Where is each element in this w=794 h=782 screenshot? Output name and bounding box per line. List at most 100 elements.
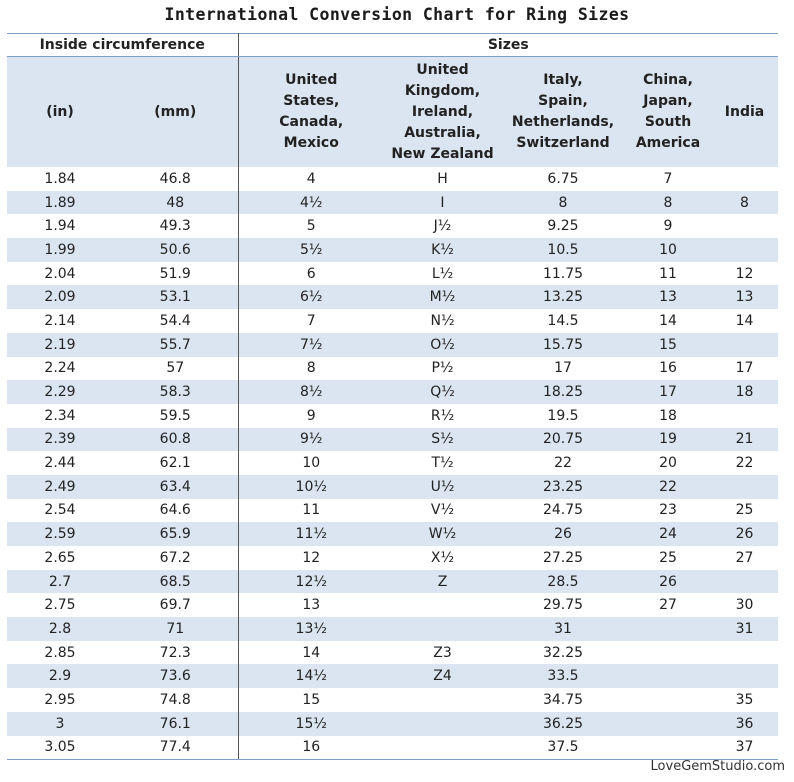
- table-cell: 20: [625, 451, 711, 475]
- table-row: 2.04 51.9 6 L½ 11.75 11 12: [7, 261, 779, 286]
- table-cell: L½: [384, 261, 501, 286]
- table-cell: 2.04: [7, 261, 113, 286]
- table-cell: [384, 593, 501, 618]
- table-cell: 6½: [238, 285, 384, 310]
- table-cell: 50.6: [113, 238, 239, 262]
- table-cell: [711, 403, 779, 428]
- table-cell: 62.1: [113, 451, 239, 475]
- col-header-in: (in): [7, 56, 113, 167]
- table-cell: 10: [238, 451, 384, 475]
- table-cell: 25: [711, 498, 779, 523]
- table-cell: 2.09: [7, 285, 113, 310]
- col-header-china: China, Japan, South America: [625, 56, 711, 167]
- table-cell: 2.8: [7, 617, 113, 641]
- table-row: 2.24 57 8 P½ 17 16 17: [7, 356, 779, 381]
- table-cell: 27: [625, 593, 711, 618]
- table-cell: 13: [238, 593, 384, 618]
- table-cell: 64.6: [113, 498, 239, 523]
- table-row: 2.44 62.1 10 T½ 22 20 22: [7, 451, 779, 475]
- table-body: 1.84 46.8 4 H 6.75 7 1.89 48 4½ I 8 8 8 1.94 49.3 5 J½ 9.…: [7, 167, 779, 760]
- table-row: 2.34 59.5 9 R½ 19.5 18: [7, 403, 779, 428]
- table-cell: 9.25: [501, 214, 625, 239]
- table-row: 1.94 49.3 5 J½ 9.25 9: [7, 214, 779, 239]
- table-cell: 12: [238, 546, 384, 570]
- table-cell: W½: [384, 522, 501, 546]
- table-cell: 2.75: [7, 593, 113, 618]
- table-row: 3.05 77.4 16 37.5 37: [7, 735, 779, 760]
- table-cell: 32.25: [501, 640, 625, 665]
- table-cell: T½: [384, 451, 501, 475]
- table-cell: 23.25: [501, 474, 625, 499]
- table-cell: [625, 688, 711, 712]
- table-cell: 74.8: [113, 688, 239, 712]
- table-cell: 51.9: [113, 261, 239, 286]
- table-cell: [625, 711, 711, 736]
- table-cell: 1.89: [7, 190, 113, 215]
- table-cell: [711, 640, 779, 665]
- table-cell: 10: [625, 238, 711, 262]
- table-cell: 14.5: [501, 309, 625, 333]
- table-cell: 71: [113, 617, 239, 641]
- table-cell: 18.25: [501, 380, 625, 404]
- table-row: 2.75 69.7 13 29.75 27 30: [7, 593, 779, 618]
- table-cell: [711, 569, 779, 594]
- table-cell: 7½: [238, 332, 384, 357]
- table-cell: 22: [711, 451, 779, 475]
- table-cell: 10.5: [501, 238, 625, 262]
- table-cell: 28.5: [501, 569, 625, 594]
- table-cell: 2.59: [7, 522, 113, 546]
- table-cell: 24.75: [501, 498, 625, 523]
- table-cell: [625, 664, 711, 689]
- table-cell: 49.3: [113, 214, 239, 239]
- table-cell: 18: [625, 403, 711, 428]
- table-cell: 11½: [238, 522, 384, 546]
- credit-text: LoveGemStudio.com: [650, 759, 785, 774]
- group-header-row: Inside circumference Sizes: [7, 33, 779, 57]
- table-cell: [711, 238, 779, 262]
- table-cell: 12½: [238, 569, 384, 594]
- table-cell: 36.25: [501, 711, 625, 736]
- col-header-italy: Italy, Spain, Netherlands, Switzerland: [501, 56, 625, 167]
- table-cell: 58.3: [113, 380, 239, 404]
- col-header-uk: United Kingdom, Ireland, Australia, New …: [384, 56, 501, 167]
- table-cell: 10½: [238, 474, 384, 499]
- table-cell: 15: [625, 332, 711, 357]
- table-row: 2.65 67.2 12 X½ 27.25 25 27: [7, 546, 779, 570]
- table-cell: 13.25: [501, 285, 625, 310]
- table-cell: 31: [711, 617, 779, 641]
- table-cell: [625, 735, 711, 760]
- table-cell: U½: [384, 474, 501, 499]
- table-cell: Z4: [384, 664, 501, 689]
- table-cell: 13: [625, 285, 711, 310]
- table-cell: 57: [113, 356, 239, 381]
- table-cell: [711, 664, 779, 689]
- table-cell: 2.65: [7, 546, 113, 570]
- table-cell: 69.7: [113, 593, 239, 618]
- table-cell: 14: [238, 640, 384, 665]
- table-cell: 21: [711, 427, 779, 452]
- table-cell: 26: [625, 569, 711, 594]
- table-cell: 8: [625, 190, 711, 215]
- group-header-sizes: Sizes: [238, 33, 779, 57]
- table-cell: 33.5: [501, 664, 625, 689]
- table-cell: 2.44: [7, 451, 113, 475]
- table-cell: 3.05: [7, 735, 113, 760]
- table-cell: 7: [238, 309, 384, 333]
- table-cell: 2.14: [7, 309, 113, 333]
- table-cell: [711, 167, 779, 191]
- table-cell: Z: [384, 569, 501, 594]
- table-row: 1.89 48 4½ I 8 8 8: [7, 190, 779, 215]
- table-cell: 22: [501, 451, 625, 475]
- table-cell: M½: [384, 285, 501, 310]
- table-cell: 26: [501, 522, 625, 546]
- table-cell: 55.7: [113, 332, 239, 357]
- table-row: 2.9 73.6 14½ Z4 33.5: [7, 664, 779, 689]
- column-header-row: (in) (mm) United States, Canada, Mexico Uni…: [7, 56, 779, 167]
- table-cell: 25: [625, 546, 711, 570]
- table-cell: 19: [625, 427, 711, 452]
- table-cell: 2.49: [7, 474, 113, 499]
- table-row: 2.8 71 13½ 31 31: [7, 617, 779, 641]
- table-cell: 11: [238, 498, 384, 523]
- table-cell: 76.1: [113, 711, 239, 736]
- table-cell: 31: [501, 617, 625, 641]
